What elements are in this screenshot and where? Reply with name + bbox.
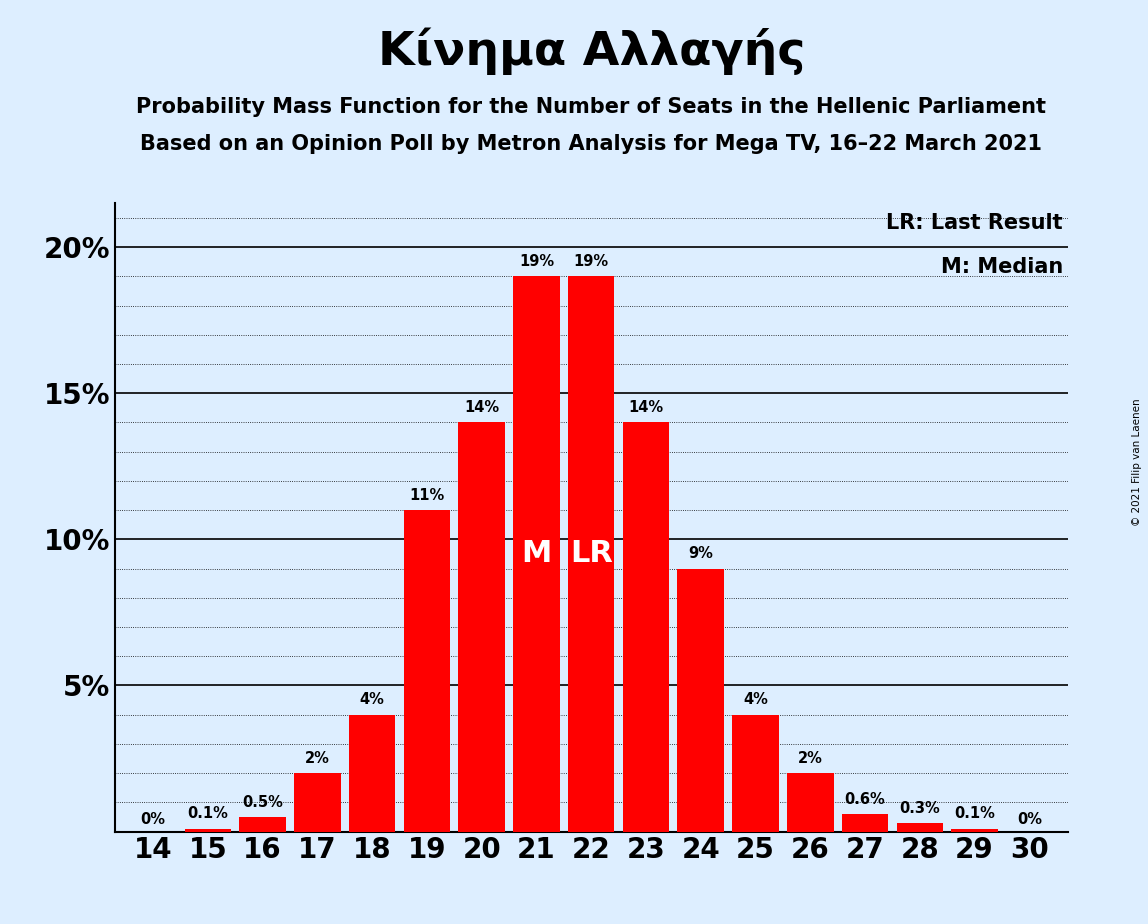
Bar	[349, 714, 395, 832]
Text: © 2021 Filip van Laenen: © 2021 Filip van Laenen	[1132, 398, 1142, 526]
Text: 9%: 9%	[689, 546, 713, 561]
Bar	[897, 823, 943, 832]
Bar	[677, 568, 724, 832]
Bar	[788, 773, 833, 832]
Text: 11%: 11%	[410, 488, 444, 503]
Text: 0.1%: 0.1%	[187, 807, 228, 821]
Text: M: M	[521, 540, 552, 568]
Text: 0%: 0%	[141, 812, 165, 827]
Text: 2%: 2%	[305, 751, 329, 766]
Bar	[404, 510, 450, 832]
Text: 14%: 14%	[464, 400, 499, 415]
Text: 4%: 4%	[743, 692, 768, 708]
Text: 4%: 4%	[359, 692, 385, 708]
Bar	[240, 817, 286, 832]
Text: M: Median: M: Median	[940, 257, 1063, 276]
Bar	[952, 829, 998, 832]
Text: 0.3%: 0.3%	[899, 800, 940, 816]
Text: 2%: 2%	[798, 751, 823, 766]
Bar	[732, 714, 778, 832]
Text: Based on an Opinion Poll by Metron Analysis for Mega TV, 16–22 March 2021: Based on an Opinion Poll by Metron Analy…	[140, 134, 1042, 154]
Bar	[513, 276, 560, 832]
Bar	[622, 422, 669, 832]
Bar	[841, 814, 889, 832]
Text: 0%: 0%	[1017, 812, 1041, 827]
Bar	[458, 422, 505, 832]
Text: 19%: 19%	[519, 254, 554, 269]
Text: 0.6%: 0.6%	[845, 792, 885, 807]
Text: 0.5%: 0.5%	[242, 795, 284, 809]
Text: LR: Last Result: LR: Last Result	[886, 213, 1063, 233]
Bar	[568, 276, 614, 832]
Bar	[185, 829, 231, 832]
Text: LR: LR	[569, 540, 613, 568]
Text: 0.1%: 0.1%	[954, 807, 995, 821]
Text: Κίνημα Αλλαγής: Κίνημα Αλλαγής	[378, 28, 805, 75]
Text: 14%: 14%	[628, 400, 664, 415]
Text: Probability Mass Function for the Number of Seats in the Hellenic Parliament: Probability Mass Function for the Number…	[137, 97, 1046, 117]
Bar	[294, 773, 341, 832]
Text: 19%: 19%	[574, 254, 608, 269]
